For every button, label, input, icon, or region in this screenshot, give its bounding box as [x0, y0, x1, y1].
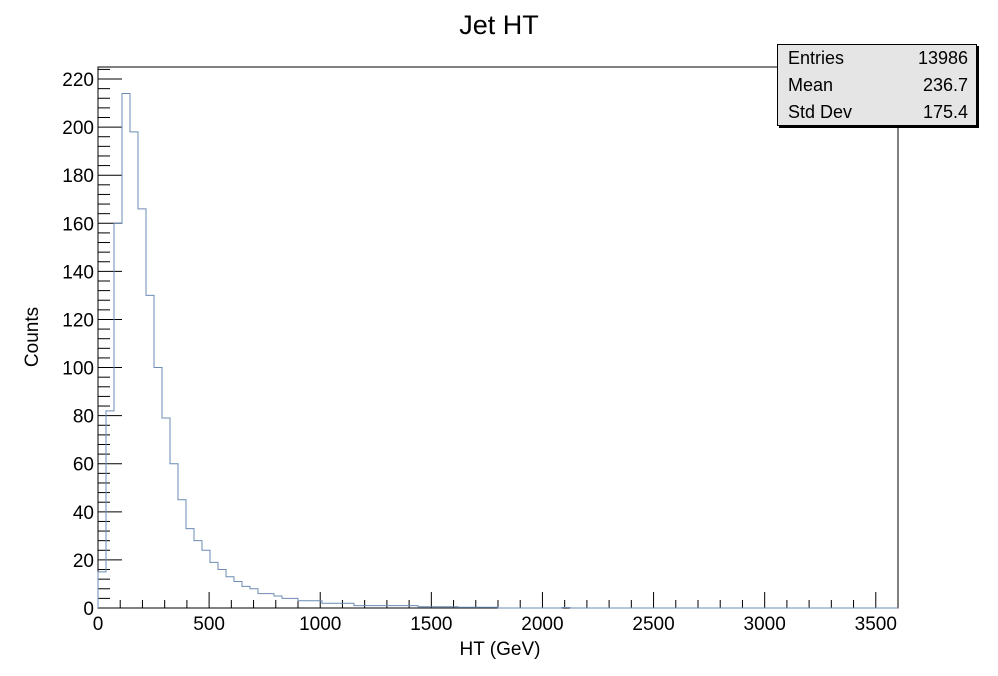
- stats-mean-row: Mean 236.7: [788, 72, 968, 99]
- x-tick-label: 0: [93, 614, 104, 635]
- stats-std-value: 175.4: [923, 99, 968, 126]
- x-axis-label: HT (GeV): [460, 639, 541, 660]
- stats-std-row: Std Dev 175.4: [788, 99, 968, 126]
- stats-entries-value: 13986: [918, 45, 968, 72]
- y-tick-label: 220: [62, 70, 94, 91]
- y-tick-label: 100: [62, 359, 94, 380]
- plot-frame: [98, 67, 898, 608]
- histogram-line: [98, 93, 898, 608]
- y-tick-label: 140: [62, 262, 94, 283]
- y-tick-label: 80: [73, 407, 94, 428]
- y-tick-label: 160: [62, 214, 94, 235]
- x-tick-label: 500: [193, 614, 225, 635]
- stats-entries-row: Entries 13986: [788, 45, 968, 72]
- axis-ticks: [98, 69, 898, 608]
- y-tick-label: 200: [62, 118, 94, 139]
- statistics-box: Entries 13986 Mean 236.7 Std Dev 175.4: [777, 44, 977, 126]
- y-tick-label: 60: [73, 455, 94, 476]
- y-tick-label: 40: [73, 503, 94, 524]
- x-tick-label: 2000: [521, 614, 563, 635]
- axis-tick-labels: 0 500 1000 1500 2000 2500 3000 3500 0 20 40 60 80 100…: [62, 70, 897, 635]
- x-tick-label: 3500: [855, 614, 897, 635]
- stats-mean-value: 236.7: [923, 72, 968, 99]
- stats-entries-label: Entries: [788, 45, 844, 72]
- stats-std-label: Std Dev: [788, 99, 852, 126]
- stats-mean-label: Mean: [788, 72, 833, 99]
- y-axis-label: Counts: [22, 307, 43, 367]
- y-tick-label: 120: [62, 310, 94, 331]
- x-tick-label: 3000: [744, 614, 786, 635]
- y-tick-label: 20: [73, 551, 94, 572]
- x-tick-label: 1000: [299, 614, 341, 635]
- y-tick-label: 180: [62, 166, 94, 187]
- x-tick-label: 1500: [410, 614, 452, 635]
- x-tick-label: 2500: [632, 614, 674, 635]
- y-tick-label: 0: [83, 599, 94, 620]
- chart-title: Jet HT: [459, 10, 539, 40]
